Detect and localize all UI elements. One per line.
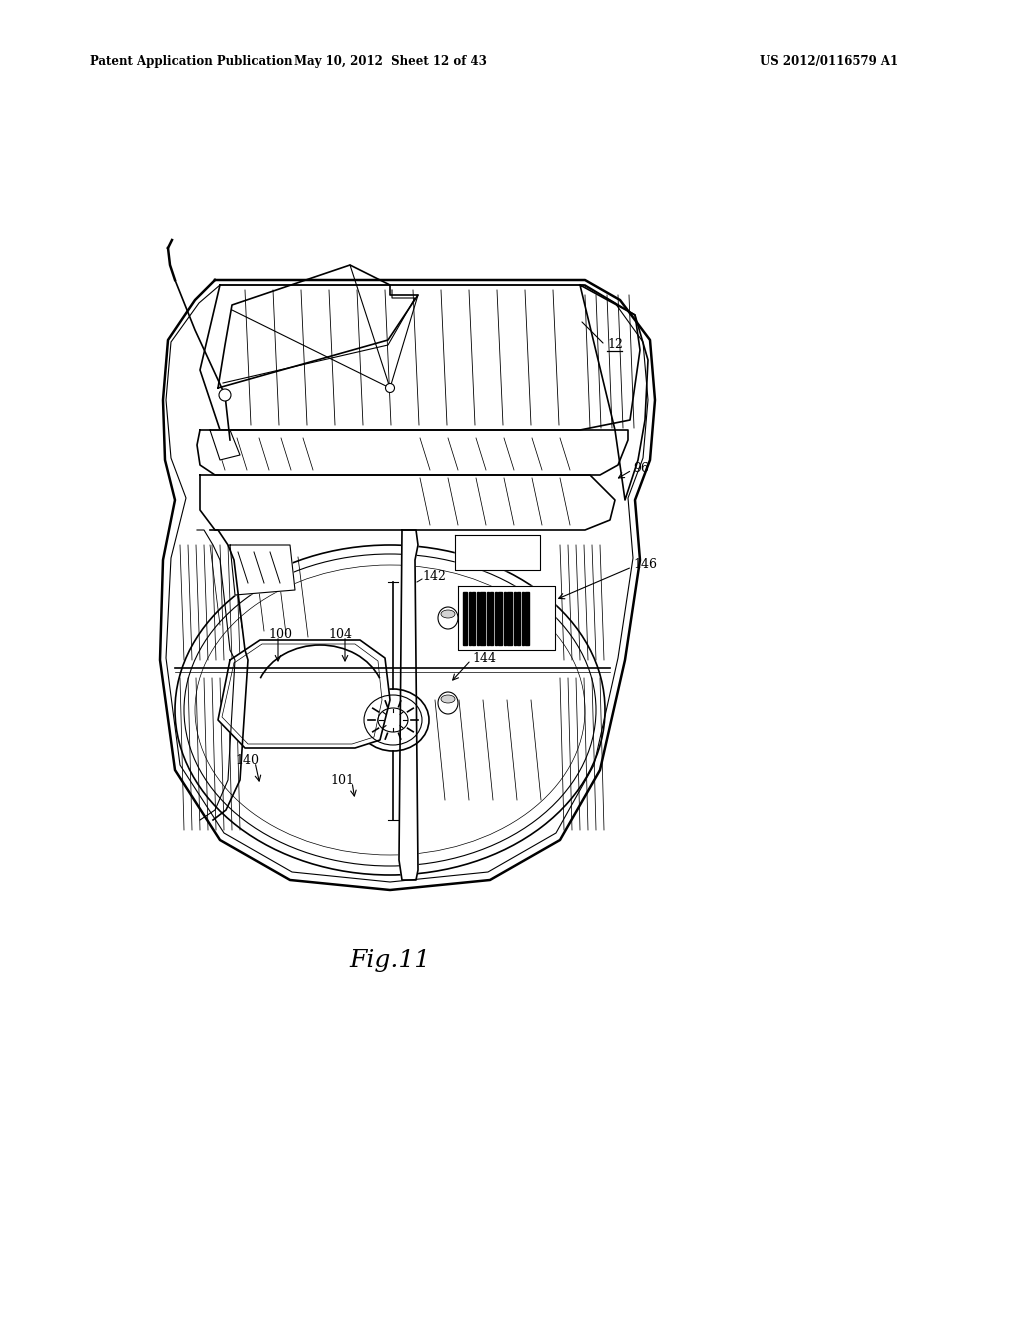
- Text: 142: 142: [422, 570, 445, 583]
- Polygon shape: [480, 591, 485, 645]
- Polygon shape: [200, 285, 640, 430]
- Text: 146: 146: [633, 558, 657, 572]
- Text: May 10, 2012  Sheet 12 of 43: May 10, 2012 Sheet 12 of 43: [294, 55, 486, 69]
- Text: 100: 100: [268, 627, 292, 640]
- Text: 144: 144: [472, 652, 496, 664]
- Polygon shape: [455, 535, 540, 570]
- Polygon shape: [458, 586, 555, 649]
- Text: 96: 96: [633, 462, 649, 474]
- Polygon shape: [218, 265, 418, 388]
- Polygon shape: [507, 591, 512, 645]
- Ellipse shape: [441, 696, 455, 704]
- Polygon shape: [463, 591, 467, 645]
- Polygon shape: [580, 285, 648, 500]
- Polygon shape: [517, 591, 520, 645]
- Polygon shape: [200, 475, 615, 531]
- Ellipse shape: [357, 689, 429, 751]
- Polygon shape: [210, 430, 240, 459]
- Polygon shape: [486, 591, 488, 645]
- Polygon shape: [469, 591, 470, 645]
- Text: Fig.11: Fig.11: [349, 949, 430, 972]
- Text: 101: 101: [330, 774, 354, 787]
- Polygon shape: [513, 591, 515, 645]
- Text: 12: 12: [607, 338, 623, 351]
- Polygon shape: [504, 591, 506, 645]
- Polygon shape: [230, 545, 295, 595]
- Text: Patent Application Publication: Patent Application Publication: [90, 55, 293, 69]
- Text: 104: 104: [328, 627, 352, 640]
- Ellipse shape: [175, 545, 605, 875]
- Polygon shape: [495, 591, 497, 645]
- Polygon shape: [399, 531, 418, 880]
- Polygon shape: [197, 430, 628, 475]
- Circle shape: [219, 389, 231, 401]
- Polygon shape: [218, 640, 390, 748]
- Polygon shape: [490, 591, 493, 645]
- Text: 140: 140: [234, 754, 259, 767]
- Ellipse shape: [441, 610, 455, 618]
- Polygon shape: [476, 591, 478, 645]
- Polygon shape: [498, 591, 502, 645]
- Polygon shape: [525, 591, 529, 645]
- Ellipse shape: [438, 607, 458, 630]
- Polygon shape: [521, 591, 523, 645]
- Polygon shape: [160, 280, 655, 890]
- Ellipse shape: [378, 708, 408, 733]
- Ellipse shape: [364, 696, 422, 744]
- Polygon shape: [472, 591, 475, 645]
- Ellipse shape: [438, 692, 458, 714]
- Circle shape: [385, 384, 394, 392]
- Text: US 2012/0116579 A1: US 2012/0116579 A1: [760, 55, 898, 69]
